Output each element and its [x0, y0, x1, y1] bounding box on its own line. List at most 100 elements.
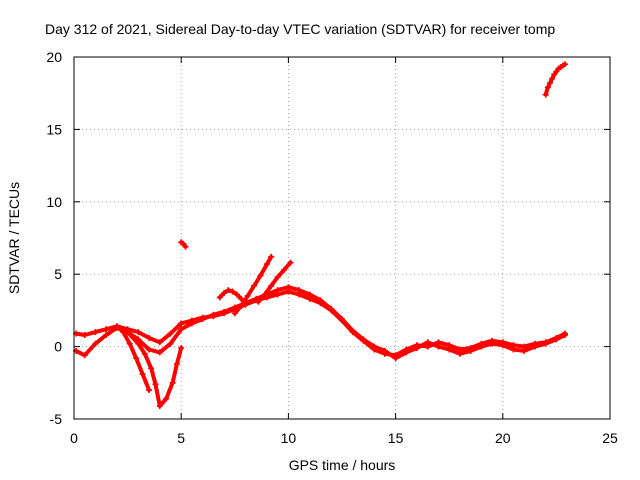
data-point	[371, 343, 378, 350]
data-point	[531, 343, 538, 350]
data-point	[446, 346, 453, 353]
data-point	[146, 334, 153, 341]
data-point	[274, 274, 281, 281]
data-point	[251, 282, 258, 289]
series-line	[125, 330, 184, 408]
data-point	[152, 381, 159, 388]
data-point	[339, 316, 345, 323]
data-point	[546, 80, 553, 87]
data-point	[478, 343, 485, 350]
data-point	[231, 310, 238, 317]
data-point	[521, 347, 528, 354]
data-point	[244, 292, 251, 299]
data-point	[549, 75, 556, 82]
data-point	[499, 342, 506, 349]
data-point	[542, 340, 549, 347]
data-point	[285, 284, 292, 291]
data-point	[328, 305, 335, 312]
x-tick-label: 10	[281, 430, 297, 446]
data-point	[360, 336, 367, 343]
series-line	[256, 260, 293, 304]
series-dip-2	[125, 330, 184, 408]
x-axis-label: GPS time / hours	[289, 457, 396, 473]
series-rise-2	[256, 260, 293, 304]
data-point	[178, 320, 185, 327]
series-line	[114, 324, 151, 392]
data-point	[263, 261, 270, 268]
data-point	[510, 346, 517, 353]
data-point	[163, 395, 170, 402]
data-point	[231, 304, 238, 311]
data-points	[73, 61, 568, 409]
data-point	[178, 326, 185, 333]
y-tick-label: 0	[54, 339, 62, 355]
data-point	[561, 332, 568, 339]
data-point	[81, 352, 88, 359]
data-point	[229, 288, 236, 295]
data-point	[456, 350, 463, 357]
data-point	[238, 303, 245, 310]
chart-title: Day 312 of 2021, Sidereal Day-to-day VTE…	[45, 21, 555, 37]
data-point	[403, 349, 410, 356]
data-point	[178, 345, 185, 352]
y-tick-label: 15	[46, 121, 62, 137]
data-point	[103, 332, 110, 339]
data-point	[381, 347, 388, 354]
data-point	[233, 291, 240, 298]
data-point	[146, 346, 153, 353]
data-point	[296, 287, 303, 294]
plot-frame	[73, 56, 611, 420]
data-point	[126, 340, 133, 347]
data-point	[221, 308, 228, 315]
data-point	[146, 387, 153, 394]
data-point	[467, 347, 474, 354]
grid	[74, 57, 610, 419]
data-point	[435, 343, 442, 350]
data-point	[188, 320, 195, 327]
data-point	[225, 287, 232, 294]
data-point	[81, 332, 88, 339]
data-point	[274, 287, 281, 294]
data-point	[139, 371, 146, 378]
data-point	[124, 329, 131, 336]
y-tick-label: -5	[50, 411, 63, 427]
data-point	[135, 340, 142, 347]
data-point	[238, 295, 245, 302]
data-point	[148, 365, 155, 372]
data-point	[141, 350, 148, 357]
data-point	[113, 323, 120, 330]
data-point	[92, 329, 99, 336]
data-point	[156, 349, 163, 356]
x-tick-label: 5	[177, 430, 185, 446]
data-point	[414, 345, 421, 352]
series-dip-1	[114, 324, 151, 392]
y-axis-label: SDTVAR / TECUs	[6, 182, 22, 294]
y-tick-label: 10	[46, 194, 62, 210]
data-point	[156, 402, 163, 409]
data-point	[561, 61, 568, 68]
y-tick-label: 5	[54, 266, 62, 282]
data-point	[268, 253, 275, 260]
axes: 0 5 10 15 20 25 -5 0 5 10 15 20	[46, 49, 618, 446]
data-point	[281, 266, 288, 273]
data-point	[167, 330, 174, 337]
data-point	[255, 298, 262, 305]
data-point	[257, 272, 264, 279]
data-point	[424, 339, 431, 346]
x-tick-label: 25	[602, 430, 618, 446]
data-point	[349, 327, 356, 334]
data-point	[261, 291, 268, 298]
data-point	[167, 340, 174, 347]
data-point	[156, 339, 163, 346]
data-point	[199, 316, 206, 323]
data-point	[542, 91, 549, 98]
data-point	[489, 340, 496, 347]
data-point	[182, 243, 189, 250]
x-tick-label: 0	[70, 430, 78, 446]
y-tick-label: 20	[46, 49, 62, 65]
data-point	[133, 355, 140, 362]
data-point	[287, 259, 294, 266]
data-point	[317, 297, 324, 304]
data-point	[221, 290, 228, 297]
